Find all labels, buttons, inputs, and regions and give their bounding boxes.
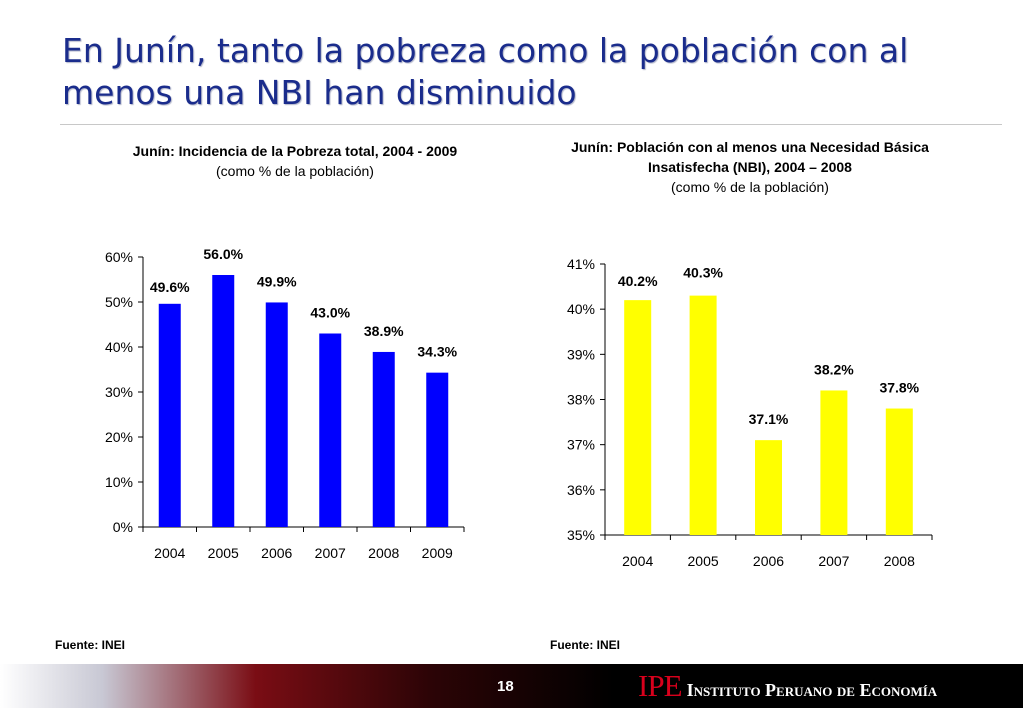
slide-title: En Junín, tanto la pobreza como la pobla… <box>62 31 909 112</box>
y-tick-label: 60% <box>105 249 133 265</box>
x-tick-label: 2008 <box>884 553 915 569</box>
y-tick-label: 36% <box>567 482 595 498</box>
y-tick-label: 40% <box>105 339 133 355</box>
y-tick-label: 39% <box>567 346 595 362</box>
y-tick-label: 35% <box>567 527 595 543</box>
y-tick-label: 0% <box>113 519 133 535</box>
bar-2007 <box>319 333 342 527</box>
nbi-chart-title: Junín: Población con al menos una Necesi… <box>571 139 929 175</box>
bar-2005 <box>212 275 235 527</box>
x-tick-label: 2009 <box>422 545 453 561</box>
bar-2008 <box>885 408 913 535</box>
data-label: 38.9% <box>364 323 404 339</box>
data-label: 38.2% <box>814 361 854 377</box>
x-tick-label: 2005 <box>208 545 239 561</box>
ipe-logo: IPE Instituto Peruano de Economía <box>638 668 937 704</box>
data-label: 40.2% <box>618 273 658 289</box>
x-tick-label: 2006 <box>261 545 292 561</box>
poverty-chart-heading: Junín: Incidencia de la Pobreza total, 2… <box>70 141 520 181</box>
bar-2005 <box>689 295 717 535</box>
x-tick-label: 2007 <box>818 553 849 569</box>
page-number: 18 <box>497 678 514 695</box>
bar-2009 <box>426 372 449 527</box>
logo-mark: IPE <box>638 668 682 703</box>
y-tick-label: 30% <box>105 384 133 400</box>
poverty-chart-subtitle: (como % de la población) <box>216 163 374 179</box>
x-tick-label: 2006 <box>753 553 784 569</box>
data-label: 40.3% <box>683 265 723 281</box>
poverty-chart-source: Fuente: INEI <box>55 638 126 652</box>
data-label: 56.0% <box>203 246 243 262</box>
y-tick-label: 20% <box>105 429 133 445</box>
data-label: 49.6% <box>150 279 190 295</box>
x-tick-label: 2004 <box>622 553 653 569</box>
nbi-chart-heading: Junín: Población con al menos una Necesi… <box>530 137 970 197</box>
data-label: 37.1% <box>749 411 789 427</box>
data-label: 34.3% <box>417 344 457 360</box>
bar-2006 <box>265 302 288 527</box>
x-tick-label: 2005 <box>688 553 719 569</box>
nbi-chart-subtitle: (como % de la población) <box>671 179 829 195</box>
y-tick-label: 37% <box>567 437 595 453</box>
data-label: 49.9% <box>257 273 297 289</box>
y-tick-label: 40% <box>567 301 595 317</box>
y-tick-label: 41% <box>567 256 595 272</box>
poverty-chart-title: Junín: Incidencia de la Pobreza total, 2… <box>132 143 458 159</box>
footer-bar: 18 IPE Instituto Peruano de Economía <box>0 664 1023 708</box>
x-tick-label: 2004 <box>154 545 185 561</box>
logo-name: Instituto Peruano de Economía <box>686 680 938 700</box>
data-label: 37.8% <box>879 380 919 396</box>
title-divider <box>60 124 1002 125</box>
x-tick-label: 2008 <box>368 545 399 561</box>
y-tick-label: 38% <box>567 392 595 408</box>
y-tick-label: 50% <box>105 294 133 310</box>
bar-2004 <box>624 300 652 535</box>
bar-2006 <box>755 440 782 535</box>
x-tick-label: 2007 <box>315 545 346 561</box>
data-label: 43.0% <box>310 305 350 321</box>
y-tick-label: 10% <box>105 474 133 490</box>
bar-2007 <box>820 390 848 535</box>
bar-2004 <box>158 303 181 527</box>
bar-2008 <box>372 351 395 527</box>
nbi-chart-source: Fuente: INEI <box>550 638 621 652</box>
